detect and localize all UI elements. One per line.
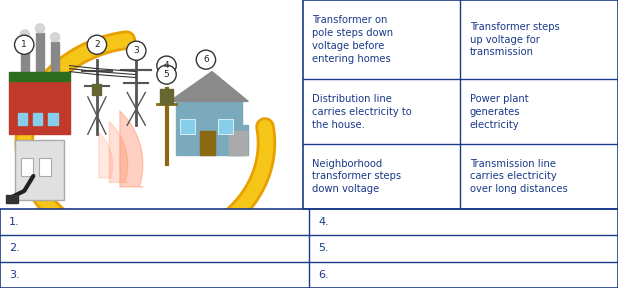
Bar [227, 125, 248, 155]
Text: Transformer on
pole steps down
voltage before
entering homes: Transformer on pole steps down voltage b… [312, 16, 394, 64]
Text: 6: 6 [203, 55, 209, 64]
Text: Transmission line
carries electricity
over long distances: Transmission line carries electricity ov… [470, 159, 567, 194]
Text: Transformer steps
up voltage for
transmission: Transformer steps up voltage for transmi… [470, 22, 560, 58]
Circle shape [20, 30, 30, 39]
Bar [40, 158, 51, 176]
Bar [6, 195, 18, 203]
Text: 3.: 3. [9, 270, 20, 280]
Text: Neighborhood
transformer steps
down voltage: Neighborhood transformer steps down volt… [312, 159, 402, 194]
Bar [21, 158, 33, 176]
Circle shape [157, 65, 176, 84]
Bar [92, 84, 101, 95]
Bar [21, 39, 29, 81]
Circle shape [157, 56, 176, 75]
Circle shape [87, 35, 106, 54]
Text: 1.: 1. [9, 217, 20, 227]
Text: 6.: 6. [318, 270, 329, 280]
Text: 5: 5 [164, 70, 169, 79]
Text: 2: 2 [94, 40, 99, 49]
Bar [161, 90, 172, 104]
Bar [48, 113, 57, 125]
Bar [33, 113, 43, 125]
Circle shape [197, 50, 216, 69]
Circle shape [35, 24, 44, 33]
Polygon shape [9, 72, 70, 81]
Bar [218, 119, 233, 134]
Bar [51, 42, 59, 81]
Bar [200, 131, 215, 155]
Text: 5.: 5. [318, 243, 329, 253]
Circle shape [127, 41, 146, 60]
Circle shape [15, 35, 34, 54]
Text: 2.: 2. [9, 243, 20, 253]
Text: Power plant
generates
electricity: Power plant generates electricity [470, 94, 528, 130]
Bar [18, 113, 27, 125]
Bar [36, 33, 44, 81]
Bar [15, 140, 64, 200]
Bar [229, 131, 247, 155]
Text: 3: 3 [133, 46, 139, 55]
Polygon shape [169, 72, 248, 101]
Bar [176, 101, 242, 155]
Text: 4.: 4. [318, 217, 329, 227]
Circle shape [51, 33, 60, 42]
Bar [180, 119, 195, 134]
Text: Distribution line
carries electricity to
the house.: Distribution line carries electricity to… [312, 94, 412, 130]
Text: 4: 4 [164, 61, 169, 70]
Bar [9, 81, 70, 134]
Text: 1: 1 [22, 40, 27, 49]
